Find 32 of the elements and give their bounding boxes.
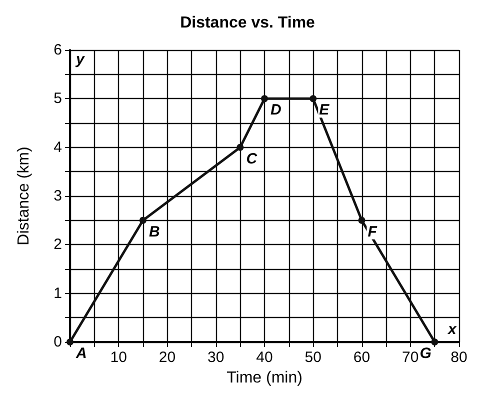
x-tick-label: 10 xyxy=(110,349,127,366)
point xyxy=(139,216,146,224)
y-tick-label: 4 xyxy=(54,138,62,156)
y-tick-label: 0 xyxy=(54,334,62,350)
x-tick-label: 40 xyxy=(256,349,273,366)
annotation: x xyxy=(447,321,457,338)
y-tick-label: 3 xyxy=(54,188,62,204)
y-tick-label: 6 xyxy=(54,42,62,58)
annotation: C xyxy=(246,150,258,168)
annotation: D xyxy=(270,102,282,119)
annotation: y xyxy=(75,51,85,68)
chart-title: Distance vs. Time xyxy=(180,14,316,32)
y-tick-label: 5 xyxy=(54,90,62,108)
x-tick-label: 20 xyxy=(158,349,176,366)
x-tick-label: 30 xyxy=(208,349,224,366)
annotation: A xyxy=(75,345,87,362)
y-tick-label: 2 xyxy=(54,236,62,254)
annotation: E xyxy=(319,102,330,119)
x-tick-label: 80 xyxy=(450,349,468,366)
point xyxy=(310,95,317,102)
point xyxy=(358,216,366,224)
point xyxy=(261,95,268,102)
x-tick-label: 70 xyxy=(402,349,419,366)
x-tick-label: 60 xyxy=(353,349,370,366)
x-axis-title: Time (min) xyxy=(226,370,302,386)
x-tick-label: 50 xyxy=(304,349,322,366)
annotation: F xyxy=(368,223,378,240)
point xyxy=(236,144,244,151)
y-axis-title: Distance (km) xyxy=(16,146,32,246)
annotation: G xyxy=(420,345,432,362)
annotation: B xyxy=(148,223,160,240)
y-tick-label: 1 xyxy=(54,284,62,302)
